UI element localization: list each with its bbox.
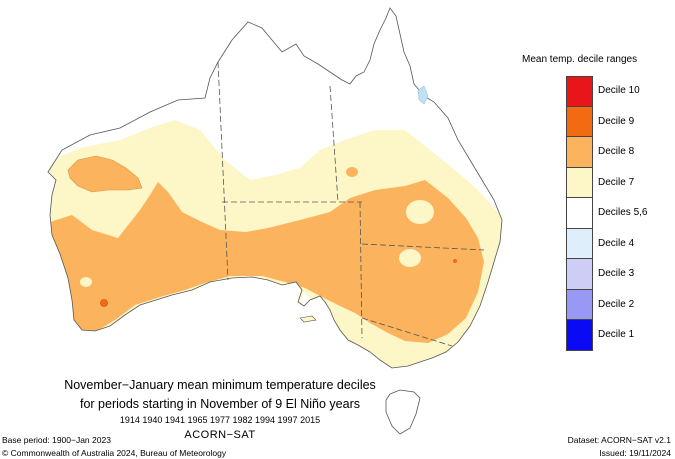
caption-line-2: for periods starting in November of 9 El… [80, 397, 360, 411]
decile-7-spot-1 [406, 200, 434, 224]
coastline [47, 7, 503, 369]
wa-border [217, 61, 229, 281]
legend-swatch [566, 198, 593, 229]
legend: Decile 10 Decile 9 Decile 8 Decile 7 Deciles… [566, 76, 670, 351]
state-boundaries [217, 61, 485, 347]
dataset-label: Dataset: ACORN−SAT v2.1 [567, 435, 671, 445]
tasmania [385, 389, 421, 435]
caption-years: 1914 1940 1941 1965 1977 1982 1994 1997 … [119, 415, 321, 425]
legend-label: Decile 8 [598, 146, 635, 157]
legend-swatch [566, 76, 593, 107]
legend-swatch [566, 289, 593, 320]
kangaroo-island [299, 315, 317, 323]
decile-7-spot-2 [399, 249, 421, 267]
decile-9-dot-east [453, 259, 457, 263]
australia-map [47, 7, 503, 435]
legend-label: Decile 2 [598, 298, 635, 310]
decile-7-spot-3 [80, 277, 92, 287]
legend-item: Decile 7 [566, 167, 670, 198]
legend-item: Decile 3 [566, 259, 670, 290]
nt-qld-border [329, 85, 339, 203]
legend-item: Decile 1 [566, 320, 670, 351]
gulf-of-carpentaria [336, 92, 360, 120]
legend-item: Decile 4 [566, 228, 670, 259]
decile-8-region [48, 180, 484, 343]
caption-line-1: November−January mean minimum temperatur… [64, 378, 376, 392]
legend-item: Decile 2 [566, 289, 670, 320]
decile-8-spot-central [346, 167, 358, 177]
legend-item: Decile 10 [566, 76, 670, 107]
legend-label: Decile 1 [598, 329, 635, 340]
qld-nsw-border [361, 243, 485, 251]
legend-item: Decile 8 [566, 137, 670, 168]
nsw-vic-border [361, 317, 453, 347]
legend-swatch [566, 137, 593, 168]
legend-swatch [566, 320, 593, 351]
decile-9-dot-southwest [100, 299, 108, 307]
legend-label: Deciles 5,6 [598, 207, 648, 218]
sa-qld-border [359, 201, 363, 339]
legend-swatch [566, 167, 593, 198]
legend-item: Decile 9 [566, 106, 670, 137]
legend-item: Deciles 5,6 [566, 198, 670, 229]
base-period: Base period: 1900−Jan 2023 [2, 435, 111, 445]
caption-dataset-name: ACORN−SAT [184, 429, 256, 441]
legend-label: Decile 10 [598, 85, 640, 96]
decile-4-patch [417, 85, 429, 105]
legend-title: Mean temp. decile ranges [522, 54, 638, 65]
copyright: © Commonwealth of Australia 2024, Bureau… [2, 448, 227, 458]
legend-swatch [566, 228, 593, 259]
legend-label: Decile 4 [598, 237, 635, 249]
legend-label: Decile 9 [598, 115, 635, 127]
legend-swatch [566, 106, 593, 137]
issued-date: Issued: 19/11/2024 [599, 448, 671, 458]
legend-label: Decile 7 [598, 176, 635, 188]
decile-8-northwest-patch [67, 155, 143, 193]
legend-label: Decile 3 [598, 268, 635, 279]
legend-swatch [566, 259, 593, 290]
